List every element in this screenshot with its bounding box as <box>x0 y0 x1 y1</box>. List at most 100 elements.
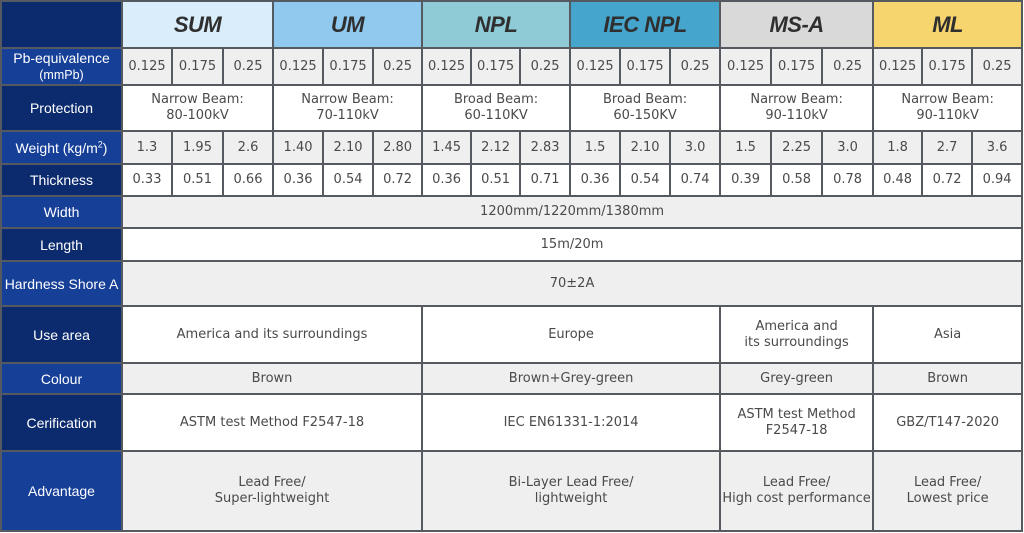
weight-value: 2.7 <box>921 130 974 165</box>
thickness-value: 0.33 <box>121 163 173 197</box>
label-unit: (mmPb) <box>39 68 84 82</box>
product-header-npl: NPL <box>421 0 572 49</box>
weight-value: 3.0 <box>669 130 722 165</box>
row-colour: Colour Brown Brown+Grey-green Grey-green… <box>0 362 1024 395</box>
weight-value: 2.10 <box>322 130 375 165</box>
pb-value: 0.125 <box>569 47 622 86</box>
width-value: 1200mm/1220mm/1380mm <box>120 195 1024 229</box>
row-hardness: Hardness Shore A 70±2A <box>0 260 1024 307</box>
row-use-area: Use area America and its surroundings Eu… <box>0 305 1024 364</box>
label-advantage: Advantage <box>0 450 123 532</box>
colour-ms-a: Grey-green <box>719 362 875 395</box>
protection-npl: Broad Beam: 60-110KV <box>421 84 572 132</box>
pb-value: 0.125 <box>421 47 473 86</box>
thickness-value: 0.36 <box>569 163 622 197</box>
pb-value: 0.175 <box>619 47 672 86</box>
weight-value: 1.8 <box>872 130 924 165</box>
protection-ml: Narrow Beam: 90-110kV <box>872 84 1024 132</box>
weight-value: 2.25 <box>770 130 824 165</box>
product-header-sum: SUM <box>120 0 275 49</box>
certification-sum-um: ASTM test Method F2547-18 <box>120 393 424 452</box>
weight-value: 1.5 <box>569 130 622 165</box>
use-area-sum-um: America and its surroundings <box>120 305 424 364</box>
colour-ml: Brown <box>872 362 1024 395</box>
use-area-ms-a: America and its surroundings <box>719 305 875 364</box>
certification-ms-a: ASTM test Method F2547-18 <box>719 393 875 452</box>
label-hardness: Hardness Shore A <box>0 260 123 307</box>
use-area-npl-iec: Europe <box>421 305 722 364</box>
row-pb-equivalence: Pb-equivalence (mmPb) 0.125 0.175 0.25 0… <box>0 47 1024 86</box>
length-value: 15m/20m <box>120 227 1024 262</box>
colour-npl-iec: Brown+Grey-green <box>421 362 722 395</box>
row-certification: Cerification ASTM test Method F2547-18 I… <box>0 393 1024 452</box>
pb-value: 0.175 <box>921 47 974 86</box>
protection-sum: Narrow Beam: 80-100kV <box>120 84 275 132</box>
label-text: Pb-equivalence <box>13 50 110 66</box>
pb-value: 0.25 <box>372 47 424 86</box>
pb-value: 0.25 <box>821 47 875 86</box>
product-header-um: UM <box>272 0 424 49</box>
weight-value: 1.3 <box>121 130 173 165</box>
label-thickness: Thickness <box>0 163 123 197</box>
thickness-value: 0.36 <box>272 163 325 197</box>
row-length: Length 15m/20m <box>0 227 1024 262</box>
thickness-value: 0.72 <box>921 163 974 197</box>
thickness-value: 0.71 <box>519 163 572 197</box>
certification-npl-iec: IEC EN61331-1:2014 <box>421 393 722 452</box>
weight-value: 1.40 <box>272 130 325 165</box>
advantage-ml: Lead Free/Lowest price <box>872 450 1024 532</box>
weight-value: 1.45 <box>421 130 473 165</box>
pb-value: 0.25 <box>221 47 275 86</box>
header-row: SUM UM NPL IEC NPL MS-A ML <box>0 0 1024 49</box>
advantage-ms-a: Lead Free/High cost performance <box>719 450 875 532</box>
weight-value: 3.6 <box>971 130 1024 165</box>
thickness-value: 0.54 <box>619 163 672 197</box>
pb-value: 0.175 <box>171 47 224 86</box>
row-width: Width 1200mm/1220mm/1380mm <box>0 195 1024 229</box>
row-thickness: Thickness 0.33 0.51 0.66 0.36 0.54 0.72 … <box>0 163 1024 197</box>
thickness-value: 0.94 <box>971 163 1024 197</box>
certification-ml: GBZ/T147-2020 <box>872 393 1024 452</box>
pb-value: 0.25 <box>971 47 1024 86</box>
label-width: Width <box>0 195 123 229</box>
advantage-npl-iec: Bi-Layer Lead Free/lightweight <box>421 450 722 532</box>
thickness-value: 0.72 <box>372 163 424 197</box>
thickness-value: 0.51 <box>470 163 522 197</box>
thickness-value: 0.54 <box>322 163 375 197</box>
pb-value: 0.175 <box>470 47 522 86</box>
thickness-value: 0.74 <box>669 163 722 197</box>
pb-value: 0.25 <box>669 47 722 86</box>
weight-value: 2.80 <box>372 130 424 165</box>
row-advantage: Advantage Lead Free/Super-lightweight Bi… <box>0 450 1024 532</box>
pb-value: 0.125 <box>719 47 773 86</box>
thickness-value: 0.48 <box>872 163 924 197</box>
weight-value: 1.5 <box>719 130 773 165</box>
label-weight: Weight (kg/m2) <box>0 130 123 165</box>
protection-ms-a: Narrow Beam: 90-110kV <box>719 84 875 132</box>
thickness-value: 0.39 <box>719 163 773 197</box>
advantage-sum-um: Lead Free/Super-lightweight <box>120 450 424 532</box>
label-pb-equivalence: Pb-equivalence (mmPb) <box>0 47 123 86</box>
hardness-value: 70±2A <box>120 260 1024 307</box>
thickness-value: 0.78 <box>821 163 875 197</box>
label-certification: Cerification <box>0 393 123 452</box>
product-header-ml: ML <box>872 0 1024 49</box>
label-protection: Protection <box>0 84 123 132</box>
thickness-value: 0.51 <box>171 163 224 197</box>
weight-value: 2.10 <box>619 130 672 165</box>
corner-cell <box>0 0 123 49</box>
weight-value: 1.95 <box>171 130 224 165</box>
pb-value: 0.125 <box>872 47 924 86</box>
label-use-area: Use area <box>0 305 123 364</box>
thickness-value: 0.66 <box>221 163 275 197</box>
thickness-value: 0.36 <box>421 163 473 197</box>
pb-value: 0.125 <box>272 47 325 86</box>
pb-value: 0.175 <box>770 47 824 86</box>
protection-iec-npl: Broad Beam: 60-150KV <box>569 84 722 132</box>
weight-value: 2.83 <box>519 130 572 165</box>
row-protection: Protection Narrow Beam: 80-100kV Narrow B… <box>0 84 1024 132</box>
label-colour: Colour <box>0 362 123 395</box>
thickness-value: 0.58 <box>770 163 824 197</box>
weight-value: 2.12 <box>470 130 522 165</box>
